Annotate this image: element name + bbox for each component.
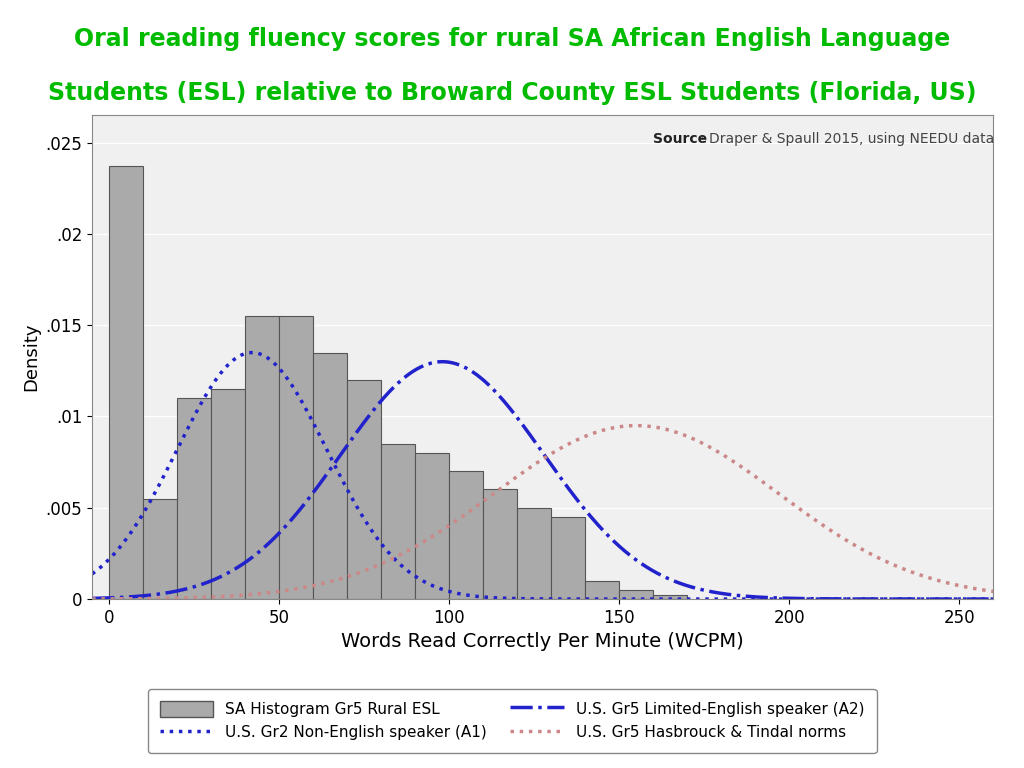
U.S. Gr5 Limited-English speaker (A2) [178, 584, 190, 594]
Line: U.S. Gr2 Non-English speaker (A1): U.S. Gr2 Non-English speaker (A1) [92, 353, 993, 599]
Bar [280, 316, 313, 599]
Text: Source: Source [652, 132, 707, 146]
U.S. Gr2 Non-English speaker (A1) [178, 431, 190, 440]
U.S. Gr2 Non-English speaker (A1) [483, 593, 496, 602]
U.S. Gr5 Limited-English speaker (A2) [987, 594, 999, 604]
U.S. Gr5 Limited-English speaker (A2) [790, 594, 802, 603]
U.S. Gr5 Limited-English speaker (A2) [483, 382, 496, 391]
U.S. Gr5 Limited-English speaker (A2) [452, 359, 464, 369]
Bar [517, 508, 551, 599]
U.S. Gr5 Hasbrouck & Tindal norms [790, 502, 802, 511]
Bar [551, 517, 586, 599]
Bar [245, 316, 280, 599]
Bar [177, 398, 211, 599]
U.S. Gr2 Non-English speaker (A1) [86, 569, 98, 578]
Bar [415, 453, 450, 599]
Text: Oral reading fluency scores for rural SA African English Language: Oral reading fluency scores for rural SA… [74, 27, 950, 51]
U.S. Gr5 Hasbrouck & Tindal norms [86, 594, 98, 604]
U.S. Gr5 Hasbrouck & Tindal norms [451, 516, 463, 525]
U.S. Gr2 Non-English speaker (A1) [246, 348, 258, 357]
X-axis label: Words Read Correctly Per Minute (WCPM): Words Read Correctly Per Minute (WCPM) [341, 632, 744, 651]
U.S. Gr2 Non-English speaker (A1) [452, 589, 464, 598]
Bar [143, 498, 177, 599]
U.S. Gr5 Limited-English speaker (A2) [86, 594, 98, 603]
U.S. Gr2 Non-English speaker (A1) [806, 594, 818, 604]
Text: : Draper & Spaull 2015, using NEEDU data: : Draper & Spaull 2015, using NEEDU data [699, 132, 993, 146]
U.S. Gr2 Non-English speaker (A1) [706, 594, 718, 604]
Text: Students (ESL) relative to Broward County ESL Students (Florida, US): Students (ESL) relative to Broward Count… [48, 81, 976, 104]
U.S. Gr5 Hasbrouck & Tindal norms [178, 593, 190, 602]
U.S. Gr5 Hasbrouck & Tindal norms [806, 513, 818, 522]
U.S. Gr5 Hasbrouck & Tindal norms [630, 421, 642, 430]
Legend: SA Histogram Gr5 Rural ESL, U.S. Gr2 Non-English speaker (A1), U.S. Gr5 Limited-: SA Histogram Gr5 Rural ESL, U.S. Gr2 Non… [147, 689, 877, 753]
Bar [653, 595, 687, 599]
U.S. Gr5 Limited-English speaker (A2) [436, 357, 449, 366]
Bar [450, 472, 483, 599]
Line: U.S. Gr5 Hasbrouck & Tindal norms: U.S. Gr5 Hasbrouck & Tindal norms [92, 425, 993, 599]
Bar [620, 590, 653, 599]
U.S. Gr5 Hasbrouck & Tindal norms [987, 587, 999, 596]
U.S. Gr5 Hasbrouck & Tindal norms [483, 492, 496, 502]
U.S. Gr5 Hasbrouck & Tindal norms [706, 444, 718, 453]
Bar [381, 444, 415, 599]
Bar [211, 389, 245, 599]
Bar [586, 581, 620, 599]
Y-axis label: Density: Density [22, 323, 40, 392]
U.S. Gr2 Non-English speaker (A1) [987, 594, 999, 604]
U.S. Gr5 Limited-English speaker (A2) [706, 588, 718, 597]
U.S. Gr2 Non-English speaker (A1) [790, 594, 802, 604]
Bar [313, 353, 347, 599]
Line: U.S. Gr5 Limited-English speaker (A2): U.S. Gr5 Limited-English speaker (A2) [92, 362, 993, 599]
Bar [483, 489, 517, 599]
Bar [347, 380, 381, 599]
U.S. Gr5 Limited-English speaker (A2) [806, 594, 818, 604]
Bar [110, 167, 143, 599]
